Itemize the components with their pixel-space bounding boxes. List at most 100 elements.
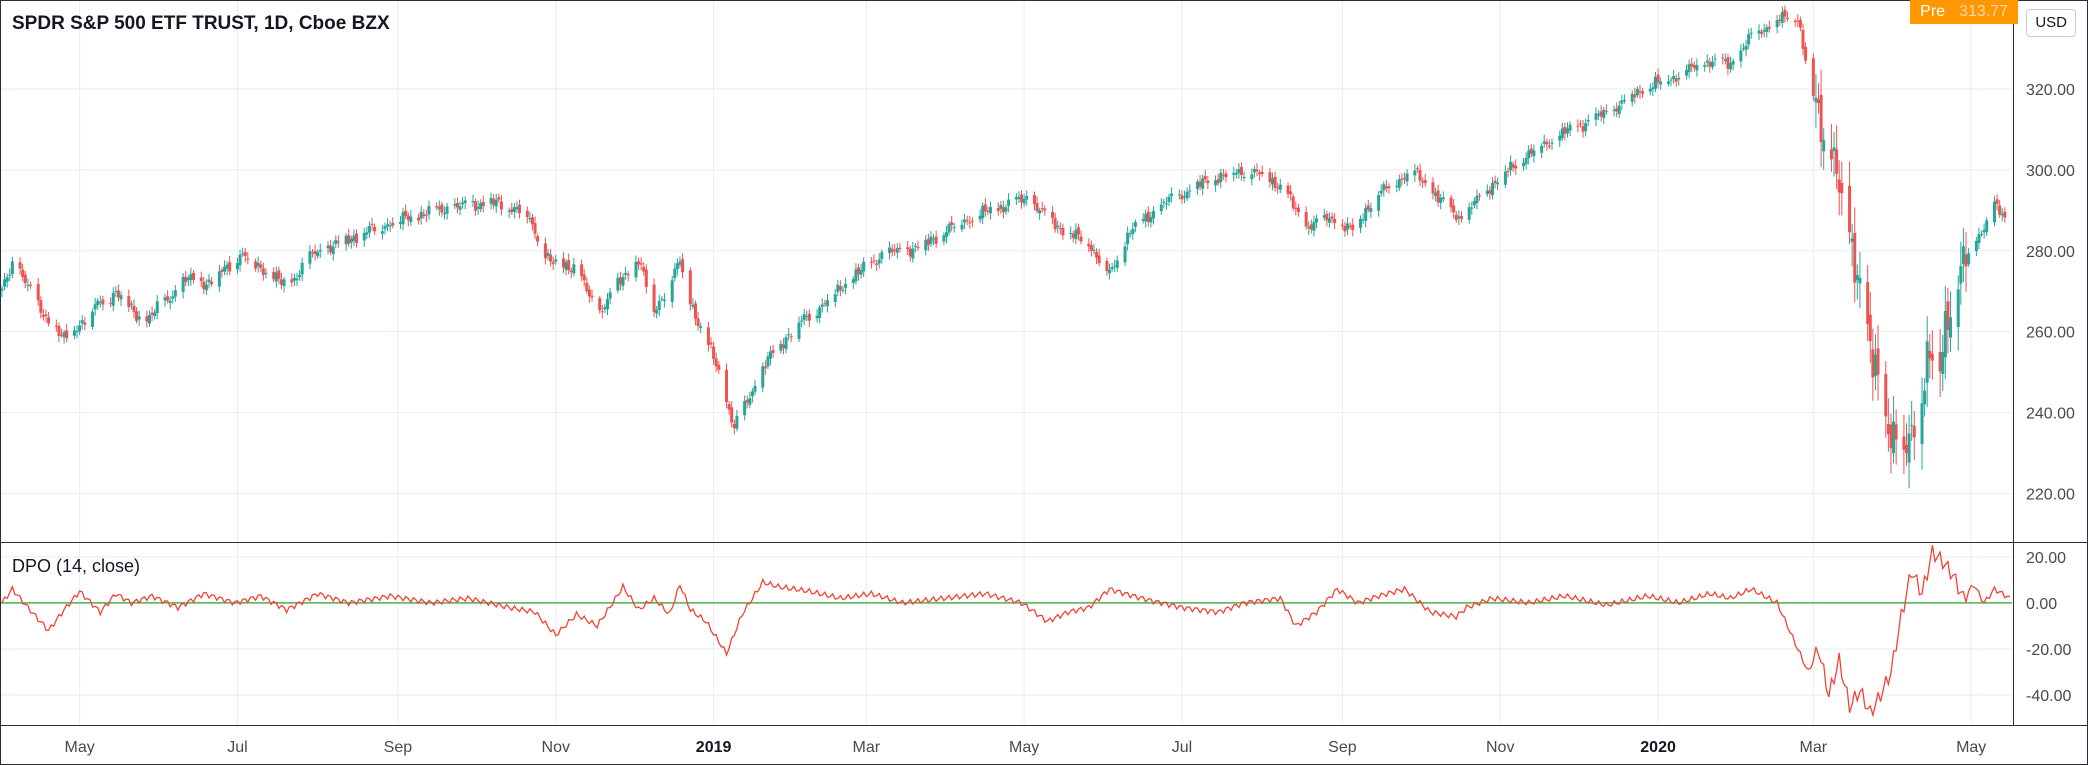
candle-body	[23, 274, 27, 284]
candle-body	[1123, 246, 1127, 263]
candle-body	[1923, 390, 1927, 405]
candle-body	[1488, 190, 1492, 194]
candle-body	[334, 240, 338, 245]
candle-body	[1294, 207, 1298, 209]
candle-body	[1312, 221, 1316, 231]
candle-body	[235, 263, 239, 270]
candle-body	[988, 207, 992, 214]
candle-body	[1692, 65, 1696, 68]
candle-body	[1007, 199, 1011, 206]
candle-body	[551, 261, 555, 264]
candle-body	[155, 301, 159, 314]
candle-body	[1956, 289, 1960, 327]
candle-body	[1648, 88, 1652, 92]
candle-body	[1402, 178, 1406, 180]
candle-body	[1250, 174, 1254, 180]
candle-body	[223, 266, 227, 272]
candle-body	[1617, 105, 1621, 114]
candle-body	[637, 261, 641, 265]
candle-body	[616, 277, 620, 291]
candle-body	[869, 261, 873, 263]
candle-body	[875, 263, 879, 265]
candle-body	[789, 336, 793, 338]
candle-body	[1242, 176, 1246, 178]
candle-body	[349, 238, 353, 243]
x-tick-label: Sep	[384, 739, 413, 756]
candle-body	[1289, 191, 1293, 195]
candle-body	[101, 299, 105, 305]
candle-body	[877, 259, 881, 264]
candle-body	[1741, 47, 1745, 49]
candle-body	[1873, 354, 1877, 376]
candle-body	[440, 204, 444, 213]
candle-body	[1604, 110, 1608, 112]
candle-body	[1819, 94, 1823, 142]
candle-body	[1814, 97, 1818, 103]
candle-body	[1472, 201, 1476, 206]
candle-body	[890, 248, 894, 253]
candle-body	[929, 236, 933, 244]
candle-body	[784, 337, 788, 350]
candle-body	[8, 274, 12, 276]
candle-body	[207, 279, 211, 283]
candle-body	[1747, 34, 1751, 45]
candle-body	[1405, 173, 1409, 182]
candle-body	[1325, 213, 1329, 221]
candle-body	[1578, 123, 1582, 125]
candle-body	[1040, 208, 1044, 210]
candle-body	[1038, 210, 1042, 214]
candle-body	[603, 307, 607, 310]
candle-body	[1022, 198, 1026, 204]
candle-body	[1276, 187, 1280, 189]
candle-body	[217, 271, 221, 287]
price-tick-label: 260.00	[2026, 325, 2075, 342]
candle-body	[1804, 46, 1808, 61]
candle-body	[336, 241, 340, 243]
candle-body	[546, 253, 550, 256]
candle-body	[47, 317, 51, 324]
candle-body	[202, 281, 206, 290]
indicator-title: DPO (14, close)	[12, 556, 141, 576]
candle-body	[437, 206, 441, 210]
candle-body	[404, 210, 408, 216]
candle-body	[1540, 145, 1544, 153]
candle-body	[1224, 173, 1228, 178]
candle-body	[21, 269, 25, 278]
candle-body	[1180, 195, 1184, 200]
candle-body	[1234, 172, 1238, 175]
candle-body	[1214, 180, 1218, 186]
candle-body	[841, 289, 845, 291]
candle-body	[489, 197, 493, 204]
candle-body	[259, 264, 263, 269]
candle-body	[838, 286, 842, 290]
candle-body	[173, 290, 177, 297]
candle-body	[225, 264, 229, 269]
candle-body	[606, 299, 610, 310]
candle-body	[880, 252, 884, 259]
candle-body	[41, 314, 45, 317]
candle-body	[1522, 162, 1526, 167]
candle-body	[1359, 218, 1363, 228]
candle-body	[691, 304, 695, 307]
candle-body	[347, 235, 351, 244]
candle-body	[1421, 181, 1425, 183]
candle-body	[1542, 141, 1546, 144]
candle-body	[331, 246, 335, 255]
candle-body	[383, 226, 387, 230]
candle-body	[1268, 172, 1272, 183]
candle-body	[600, 311, 604, 313]
candle-body	[1307, 226, 1311, 229]
candle-body	[1035, 203, 1039, 211]
candle-body	[461, 202, 465, 205]
candle-body	[1221, 175, 1225, 177]
currency-button[interactable]: USD	[2026, 9, 2076, 37]
x-tick-label: May	[1009, 739, 1039, 756]
candle-body	[1239, 167, 1243, 176]
candle-body	[1188, 190, 1192, 192]
candle-body	[1635, 88, 1639, 96]
candle-body	[1977, 234, 1981, 244]
candle-body	[1721, 57, 1725, 59]
candle-body	[833, 294, 837, 302]
candle-body	[1304, 211, 1308, 227]
